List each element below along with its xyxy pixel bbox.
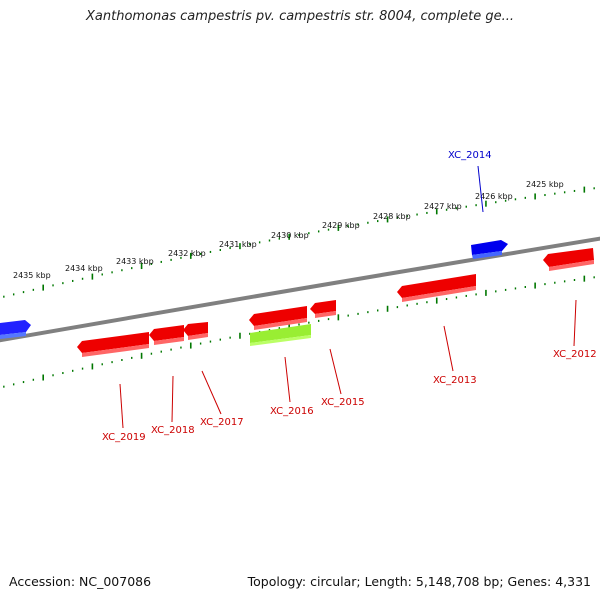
- gene-xc-2015-shadow: [315, 311, 336, 318]
- outer-tick-ring: [3, 186, 595, 298]
- gene-label-xc-2019[interactable]: XC_2019: [102, 432, 146, 443]
- gene-xc-2014[interactable]: [471, 240, 508, 255]
- gene-labels: XC_2014 XC_2012 XC_2013 XC_2015 XC_2016 …: [102, 150, 597, 443]
- gene-xc-2015[interactable]: [310, 300, 336, 314]
- genome-backbone: [0, 236, 600, 343]
- gene-xc-2019-shadow: [82, 344, 149, 357]
- highlighted-gene-shadow: [250, 335, 311, 346]
- gene-label-xc-2015[interactable]: XC_2015: [321, 397, 365, 408]
- kbp-label-2430: 2430 kbp: [271, 231, 309, 240]
- gene-label-xc-2016[interactable]: XC_2016: [270, 406, 314, 417]
- kbp-label-2429: 2429 kbp: [322, 221, 360, 230]
- gene-xc-2013-shadow: [402, 286, 476, 302]
- kbp-label-2432: 2432 kbp: [168, 249, 206, 258]
- kbp-label-2425: 2425 kbp: [526, 180, 564, 189]
- gene-leader-lines: [119, 165, 577, 429]
- gene-xc-2012[interactable]: [543, 248, 594, 267]
- gene-xc-2018-shadow: [154, 337, 184, 345]
- leader-xc-2019: [119, 383, 124, 429]
- gene-xc-2016[interactable]: [249, 306, 307, 326]
- gene-label-xc-2012[interactable]: XC_2012: [553, 349, 597, 360]
- forward-strand-genes: [0, 240, 508, 339]
- kbp-label-2431: 2431 kbp: [219, 240, 257, 249]
- gene-xc-2016-shadow: [254, 318, 307, 330]
- gene-xc-2019[interactable]: [77, 332, 149, 353]
- gene-xc-2013[interactable]: [397, 274, 476, 298]
- leader-xc-2016: [284, 356, 291, 403]
- leader-xc-2015: [329, 348, 342, 395]
- gene-xc-2012-shadow: [549, 260, 594, 271]
- inner-tick-ring: [3, 275, 595, 388]
- leader-xc-2017: [201, 370, 222, 415]
- forward-gene-partial-shadow: [0, 332, 26, 339]
- gene-label-xc-2013[interactable]: XC_2013: [433, 375, 477, 386]
- gene-xc-2018[interactable]: [149, 325, 184, 341]
- kbp-label-2428: 2428 kbp: [373, 212, 411, 221]
- gene-xc-2017-shadow: [188, 333, 208, 340]
- leader-xc-2014: [477, 165, 484, 213]
- leader-xc-2018: [171, 375, 174, 423]
- map-title: Xanthomonas campestris pv. campestris st…: [86, 9, 514, 24]
- gene-xc-2014-shadow: [472, 251, 502, 259]
- kbp-label-2435: 2435 kbp: [13, 271, 51, 280]
- kbp-label-2434: 2434 kbp: [65, 264, 103, 273]
- kbp-label-2426: 2426 kbp: [475, 192, 513, 201]
- highlighted-gene[interactable]: [250, 324, 311, 343]
- kbp-label-2433: 2433 kbp: [116, 257, 154, 266]
- reverse-strand-genes: [77, 248, 594, 357]
- gene-label-xc-2014[interactable]: XC_2014: [448, 150, 492, 161]
- kbp-label-2427: 2427 kbp: [424, 202, 462, 211]
- gene-label-xc-2017[interactable]: XC_2017: [200, 417, 244, 428]
- gene-xc-2017[interactable]: [183, 322, 208, 336]
- leader-xc-2012: [573, 299, 577, 347]
- forward-gene-partial[interactable]: [0, 320, 31, 335]
- genome-stats-label: Topology: circular; Length: 5,148,708 bp…: [247, 574, 591, 589]
- accession-label: Accession: NC_007086: [9, 574, 152, 589]
- leader-xc-2013: [443, 325, 454, 372]
- gene-label-xc-2018[interactable]: XC_2018: [151, 425, 195, 436]
- kbp-labels: 2425 kbp 2426 kbp 2427 kbp 2428 kbp 2429…: [13, 180, 564, 280]
